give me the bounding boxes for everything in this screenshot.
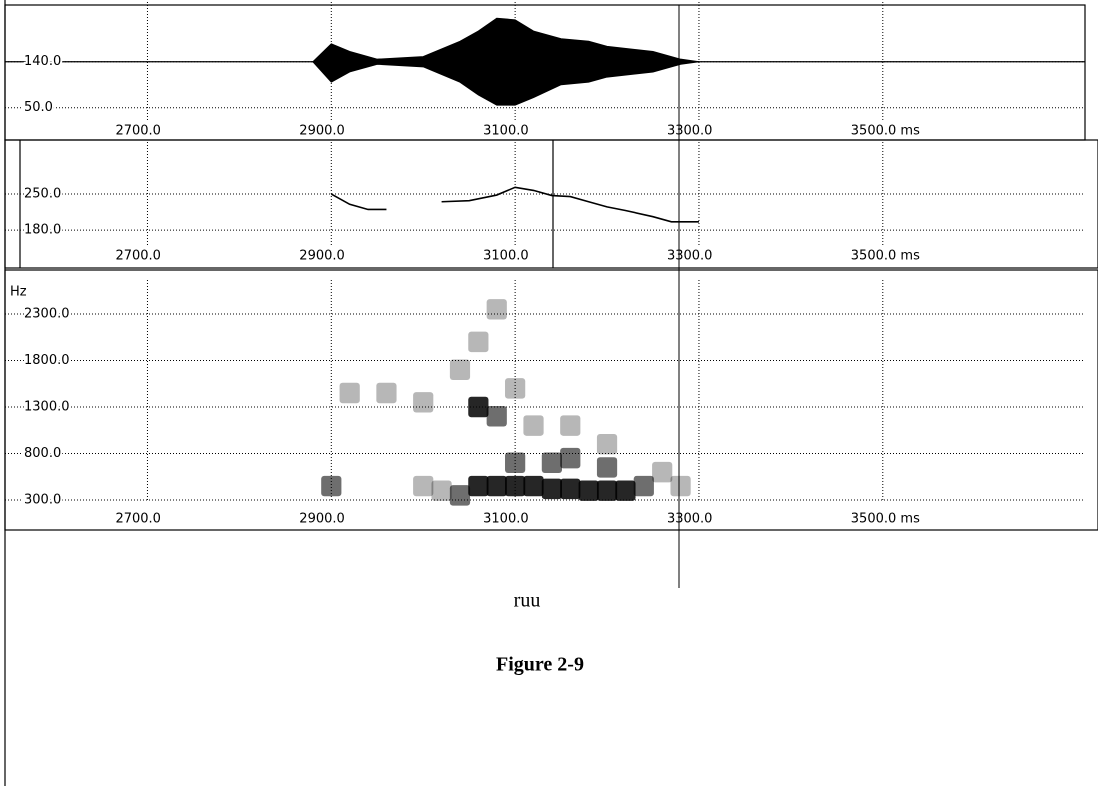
spectral-energy xyxy=(486,299,507,320)
spectral-energy xyxy=(486,406,507,427)
spectral-energy xyxy=(449,359,471,380)
y-tick-label: 50.0 xyxy=(24,100,53,115)
x-tick-label: 3100.0 xyxy=(483,512,529,527)
x-tick-label: 2700.0 xyxy=(115,249,160,264)
y-tick-label: 1800.0 xyxy=(24,353,70,368)
x-tick-label: 3500.0 ms xyxy=(851,124,920,139)
x-tick-label: 3100.0 xyxy=(483,249,529,264)
y-tick-label: 1300.0 xyxy=(24,399,70,414)
spectral-energy xyxy=(523,475,544,497)
x-tick-label: 2900.0 xyxy=(299,512,345,527)
word-label: ruu xyxy=(514,590,541,612)
x-tick-label: 3300.0 xyxy=(667,249,713,264)
y-tick-label: 2300.0 xyxy=(24,306,70,321)
spectral-energy xyxy=(431,480,452,501)
spectral-energy xyxy=(339,382,360,404)
panel-frame xyxy=(4,269,1098,531)
spectral-energy xyxy=(505,378,526,399)
spectral-energy xyxy=(541,452,563,474)
spectral-energy xyxy=(670,475,691,497)
y-tick-label: 140.0 xyxy=(24,54,61,69)
x-tick-label: 2700.0 xyxy=(115,512,160,527)
waveform-envelope xyxy=(311,61,700,106)
x-tick-label: 3500.0 ms xyxy=(851,512,920,527)
y-axis-label: Hz xyxy=(10,285,27,300)
x-tick-label: 3500.0 ms xyxy=(851,249,920,264)
x-tick-label: 2900.0 xyxy=(299,124,345,139)
spectral-energy xyxy=(633,475,654,497)
spectral-energy xyxy=(596,457,618,478)
x-tick-label: 3300.0 xyxy=(667,124,713,139)
spectral-energy xyxy=(486,475,507,497)
x-tick-label: 3300.0 xyxy=(667,512,713,527)
spectral-energy xyxy=(523,415,544,436)
spectral-energy xyxy=(596,480,618,501)
spectral-energy xyxy=(578,480,599,501)
spectral-energy xyxy=(615,480,636,501)
spectral-energy xyxy=(652,461,673,483)
x-tick-label: 2900.0 xyxy=(299,249,345,264)
spectral-energy xyxy=(321,475,342,497)
x-tick-label: 2700.0 xyxy=(115,124,160,139)
spectral-energy xyxy=(468,475,489,497)
spectral-energy xyxy=(468,396,489,418)
spectral-energy xyxy=(413,475,434,497)
spectral-energy xyxy=(541,478,563,500)
spectral-energy xyxy=(505,452,526,474)
spectral-energy xyxy=(596,433,618,455)
y-tick-label: 180.0 xyxy=(24,223,61,238)
y-tick-label: 800.0 xyxy=(24,446,61,461)
panel-frame xyxy=(4,139,1098,269)
spectral-energy xyxy=(449,485,471,506)
waveform-envelope xyxy=(311,17,700,63)
x-tick-label: 3100.0 xyxy=(483,124,529,139)
spectral-energy xyxy=(560,415,581,436)
spectral-energy xyxy=(505,475,526,497)
spectral-energy xyxy=(560,447,581,469)
y-tick-label: 250.0 xyxy=(24,187,61,202)
spectral-energy xyxy=(413,392,434,413)
pitch-track xyxy=(330,186,699,223)
figure-caption: Figure 2-9 xyxy=(496,654,584,676)
y-tick-label: 300.0 xyxy=(24,493,61,508)
spectral-energy xyxy=(560,478,581,500)
spectral-energy xyxy=(376,382,397,404)
spectral-energy xyxy=(468,331,489,353)
